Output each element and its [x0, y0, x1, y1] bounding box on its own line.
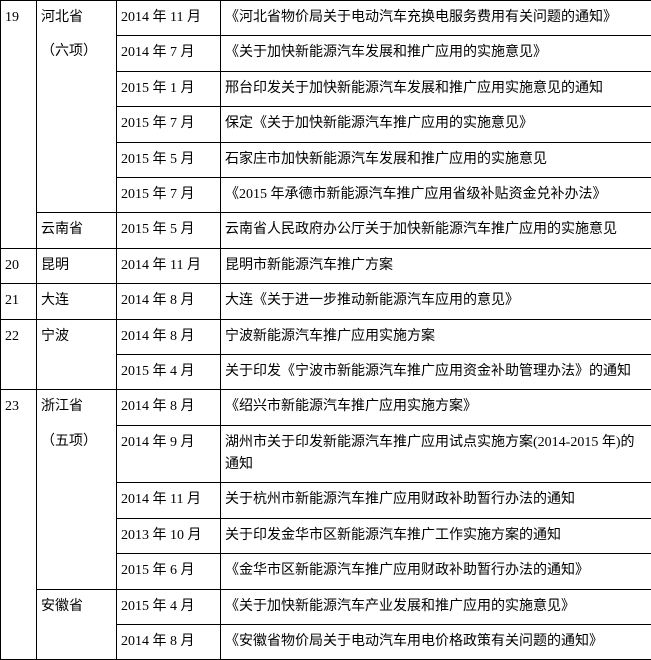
cell-date: 2014 年 11 月	[117, 483, 221, 518]
region-subtext: （六项）	[41, 41, 112, 63]
table-row: 21大连2014 年 8 月大连《关于进一步推动新能源汽车应用的意见》	[1, 284, 651, 319]
cell-title: 湖州市关于印发新能源汽车推广应用试点实施方案(2014-2015 年)的通知	[221, 425, 651, 483]
cell-num: 22	[1, 319, 37, 390]
region-name: 河北省	[41, 7, 112, 29]
table-row: 22宁波2014 年 8 月宁波新能源汽车推广应用实施方案	[1, 319, 651, 354]
cell-title: 《安徽省物价局关于电动汽车用电价格政策有关问题的通知》	[221, 625, 651, 660]
region-name: 浙江省	[41, 396, 112, 418]
cell-date: 2014 年 9 月	[117, 425, 221, 483]
cell-title: 保定《关于加快新能源汽车推广应用的实施意见》	[221, 107, 651, 142]
cell-date: 2015 年 7 月	[117, 107, 221, 142]
cell-title: 昆明市新能源汽车推广方案	[221, 248, 651, 283]
cell-date: 2014 年 7 月	[117, 36, 221, 71]
cell-date: 2015 年 4 月	[117, 589, 221, 624]
cell-date: 2014 年 8 月	[117, 390, 221, 425]
table-row: 23浙江省（五项）2014 年 8 月《绍兴市新能源汽车推广应用实施方案》	[1, 390, 651, 425]
region-name: 昆明	[41, 255, 112, 277]
cell-date: 2014 年 8 月	[117, 625, 221, 660]
region-subtext: （五项）	[41, 431, 112, 453]
table-row: 19河北省（六项）2014 年 11 月《河北省物价局关于电动汽车充换电服务费用…	[1, 1, 651, 36]
cell-date: 2015 年 6 月	[117, 554, 221, 589]
cell-date: 2015 年 1 月	[117, 71, 221, 106]
cell-date: 2014 年 11 月	[117, 1, 221, 36]
policy-table: 19河北省（六项）2014 年 11 月《河北省物价局关于电动汽车充换电服务费用…	[0, 0, 651, 660]
cell-title: 《河北省物价局关于电动汽车充换电服务费用有关问题的通知》	[221, 1, 651, 36]
region-name: 云南省	[41, 219, 112, 241]
cell-title: 关于印发《宁波市新能源汽车推广应用资金补助管理办法》的通知	[221, 354, 651, 389]
cell-title: 《关于加快新能源汽车产业发展和推广应用的实施意见》	[221, 589, 651, 624]
cell-title: 关于印发金华市区新能源汽车推广工作实施方案的通知	[221, 518, 651, 553]
cell-title: 《关于加快新能源汽车发展和推广应用的实施意见》	[221, 36, 651, 71]
cell-date: 2015 年 7 月	[117, 177, 221, 212]
cell-date: 2014 年 8 月	[117, 284, 221, 319]
region-name: 大连	[41, 290, 112, 312]
cell-region: 安徽省	[37, 589, 117, 660]
cell-num: 23	[1, 390, 37, 660]
cell-num: 21	[1, 284, 37, 319]
cell-date: 2015 年 5 月	[117, 213, 221, 248]
region-name: 宁波	[41, 326, 112, 348]
cell-title: 《绍兴市新能源汽车推广应用实施方案》	[221, 390, 651, 425]
cell-title: 《金华市区新能源汽车推广应用财政补助暂行办法的通知》	[221, 554, 651, 589]
cell-region: 昆明	[37, 248, 117, 283]
table-row: 云南省2015 年 5 月云南省人民政府办公厅关于加快新能源汽车推广应用的实施意…	[1, 213, 651, 248]
cell-region: 河北省 （六项）	[37, 1, 117, 213]
cell-date: 2013 年 10 月	[117, 518, 221, 553]
cell-date: 2014 年 11 月	[117, 248, 221, 283]
table-row: 20昆明2014 年 11 月昆明市新能源汽车推广方案	[1, 248, 651, 283]
region-name: 安徽省	[41, 596, 112, 618]
cell-title: 大连《关于进一步推动新能源汽车应用的意见》	[221, 284, 651, 319]
cell-title: 邢台印发关于加快新能源汽车发展和推广应用实施意见的通知	[221, 71, 651, 106]
cell-title: 宁波新能源汽车推广应用实施方案	[221, 319, 651, 354]
cell-title: 《2015 年承德市新能源汽车推广应用省级补贴资金兑补办法》	[221, 177, 651, 212]
cell-date: 2015 年 5 月	[117, 142, 221, 177]
cell-title: 石家庄市加快新能源汽车发展和推广应用的实施意见	[221, 142, 651, 177]
cell-title: 云南省人民政府办公厅关于加快新能源汽车推广应用的实施意见	[221, 213, 651, 248]
cell-region: 浙江省 （五项）	[37, 390, 117, 589]
cell-num: 19	[1, 1, 37, 249]
cell-date: 2015 年 4 月	[117, 354, 221, 389]
cell-region: 宁波	[37, 319, 117, 390]
cell-date: 2014 年 8 月	[117, 319, 221, 354]
cell-num: 20	[1, 248, 37, 283]
cell-region: 大连	[37, 284, 117, 319]
table-row: 安徽省2015 年 4 月《关于加快新能源汽车产业发展和推广应用的实施意见》	[1, 589, 651, 624]
cell-region: 云南省	[37, 213, 117, 248]
cell-title: 关于杭州市新能源汽车推广应用财政补助暂行办法的通知	[221, 483, 651, 518]
